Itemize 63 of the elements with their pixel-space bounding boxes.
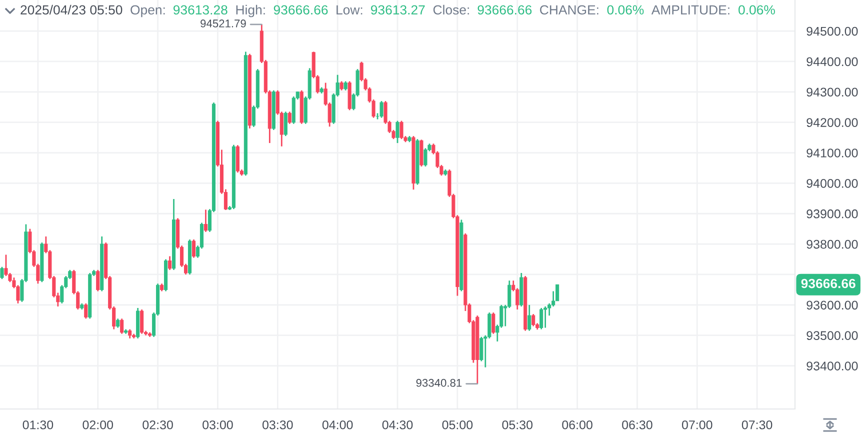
candlestick: [284, 110, 288, 137]
x-tick-label: 06:30: [622, 420, 652, 430]
x-tick-label: 04:00: [322, 420, 353, 430]
x-tick-label: 07:00: [682, 420, 712, 430]
annotation: 0.06%: [738, 5, 775, 15]
annotation: 93613.27: [370, 5, 425, 15]
candlestick: [96, 269, 100, 292]
chart-title: 2025/04/23 05:50: [20, 4, 122, 15]
x-tick-label: 01:30: [22, 420, 54, 430]
annotation: 93666.66: [478, 5, 532, 15]
x-tick-label: 02:30: [142, 420, 173, 430]
candlestick: [120, 318, 124, 335]
x-tick-label: 03:00: [202, 420, 233, 430]
y-tick-label: 94400.00: [806, 57, 858, 66]
x-tick-label: 06:00: [562, 420, 592, 430]
candlestick: [380, 100, 384, 118]
annotation: High:: [236, 4, 265, 18]
x-tick-label: 07:30: [742, 420, 772, 430]
candlestick: [168, 256, 172, 271]
candlestick: [128, 328, 132, 340]
annotation: Close:: [433, 4, 469, 15]
candlestick: [204, 208, 208, 233]
candlestick: [140, 308, 144, 335]
x-tick-label: 04:30: [382, 420, 413, 430]
annotation: 94521.79: [200, 20, 246, 28]
y-tick-label: 93600.00: [806, 300, 858, 310]
candlestick: [84, 302, 88, 320]
annotation: 93340.81: [416, 378, 462, 387]
candlestick: [192, 238, 196, 258]
annotation: CHANGE:: [540, 5, 598, 15]
candlestick: [492, 312, 496, 335]
y-tick-label: 93500.00: [806, 331, 858, 340]
y-tick-label: 93800.00: [806, 240, 858, 249]
candlestick: [116, 318, 120, 328]
y-tick-label: 93900.00: [806, 209, 858, 218]
candlestick: [544, 306, 548, 328]
y-tick-label: 94000.00: [806, 179, 858, 188]
y-tick-label: 94100.00: [806, 148, 858, 158]
candlestick: [540, 307, 544, 330]
text: 93666.66: [801, 278, 856, 288]
annotation: 0.06%: [607, 5, 644, 15]
y-tick-label: 94200.00: [806, 118, 858, 127]
y-tick-label: 94500.00: [806, 26, 858, 36]
candlestick: [400, 120, 404, 140]
annotation: Low:: [336, 5, 362, 15]
annotation: 93666.66: [274, 5, 328, 15]
candlestick: [396, 120, 400, 144]
candlestick: [288, 110, 292, 125]
x-tick-label: 05:00: [442, 420, 473, 430]
x-tick-label: 05:30: [502, 420, 532, 430]
candlestick: [424, 148, 428, 168]
annotation: AMPLITUDE:: [651, 5, 730, 15]
annotation: Open:: [130, 5, 165, 18]
candlestick: [0, 266, 4, 280]
candlestick: [344, 80, 348, 92]
x-tick-label: 02:00: [82, 420, 114, 430]
y-tick-label: 93400.00: [806, 362, 858, 370]
x-tick-label: 03:30: [262, 420, 293, 430]
candlestick: [528, 304, 532, 332]
candlestick: [532, 313, 536, 327]
y-tick-label: 94300.00: [806, 88, 858, 97]
annotation: 93613.28: [173, 5, 228, 15]
candlestick: [340, 80, 344, 92]
